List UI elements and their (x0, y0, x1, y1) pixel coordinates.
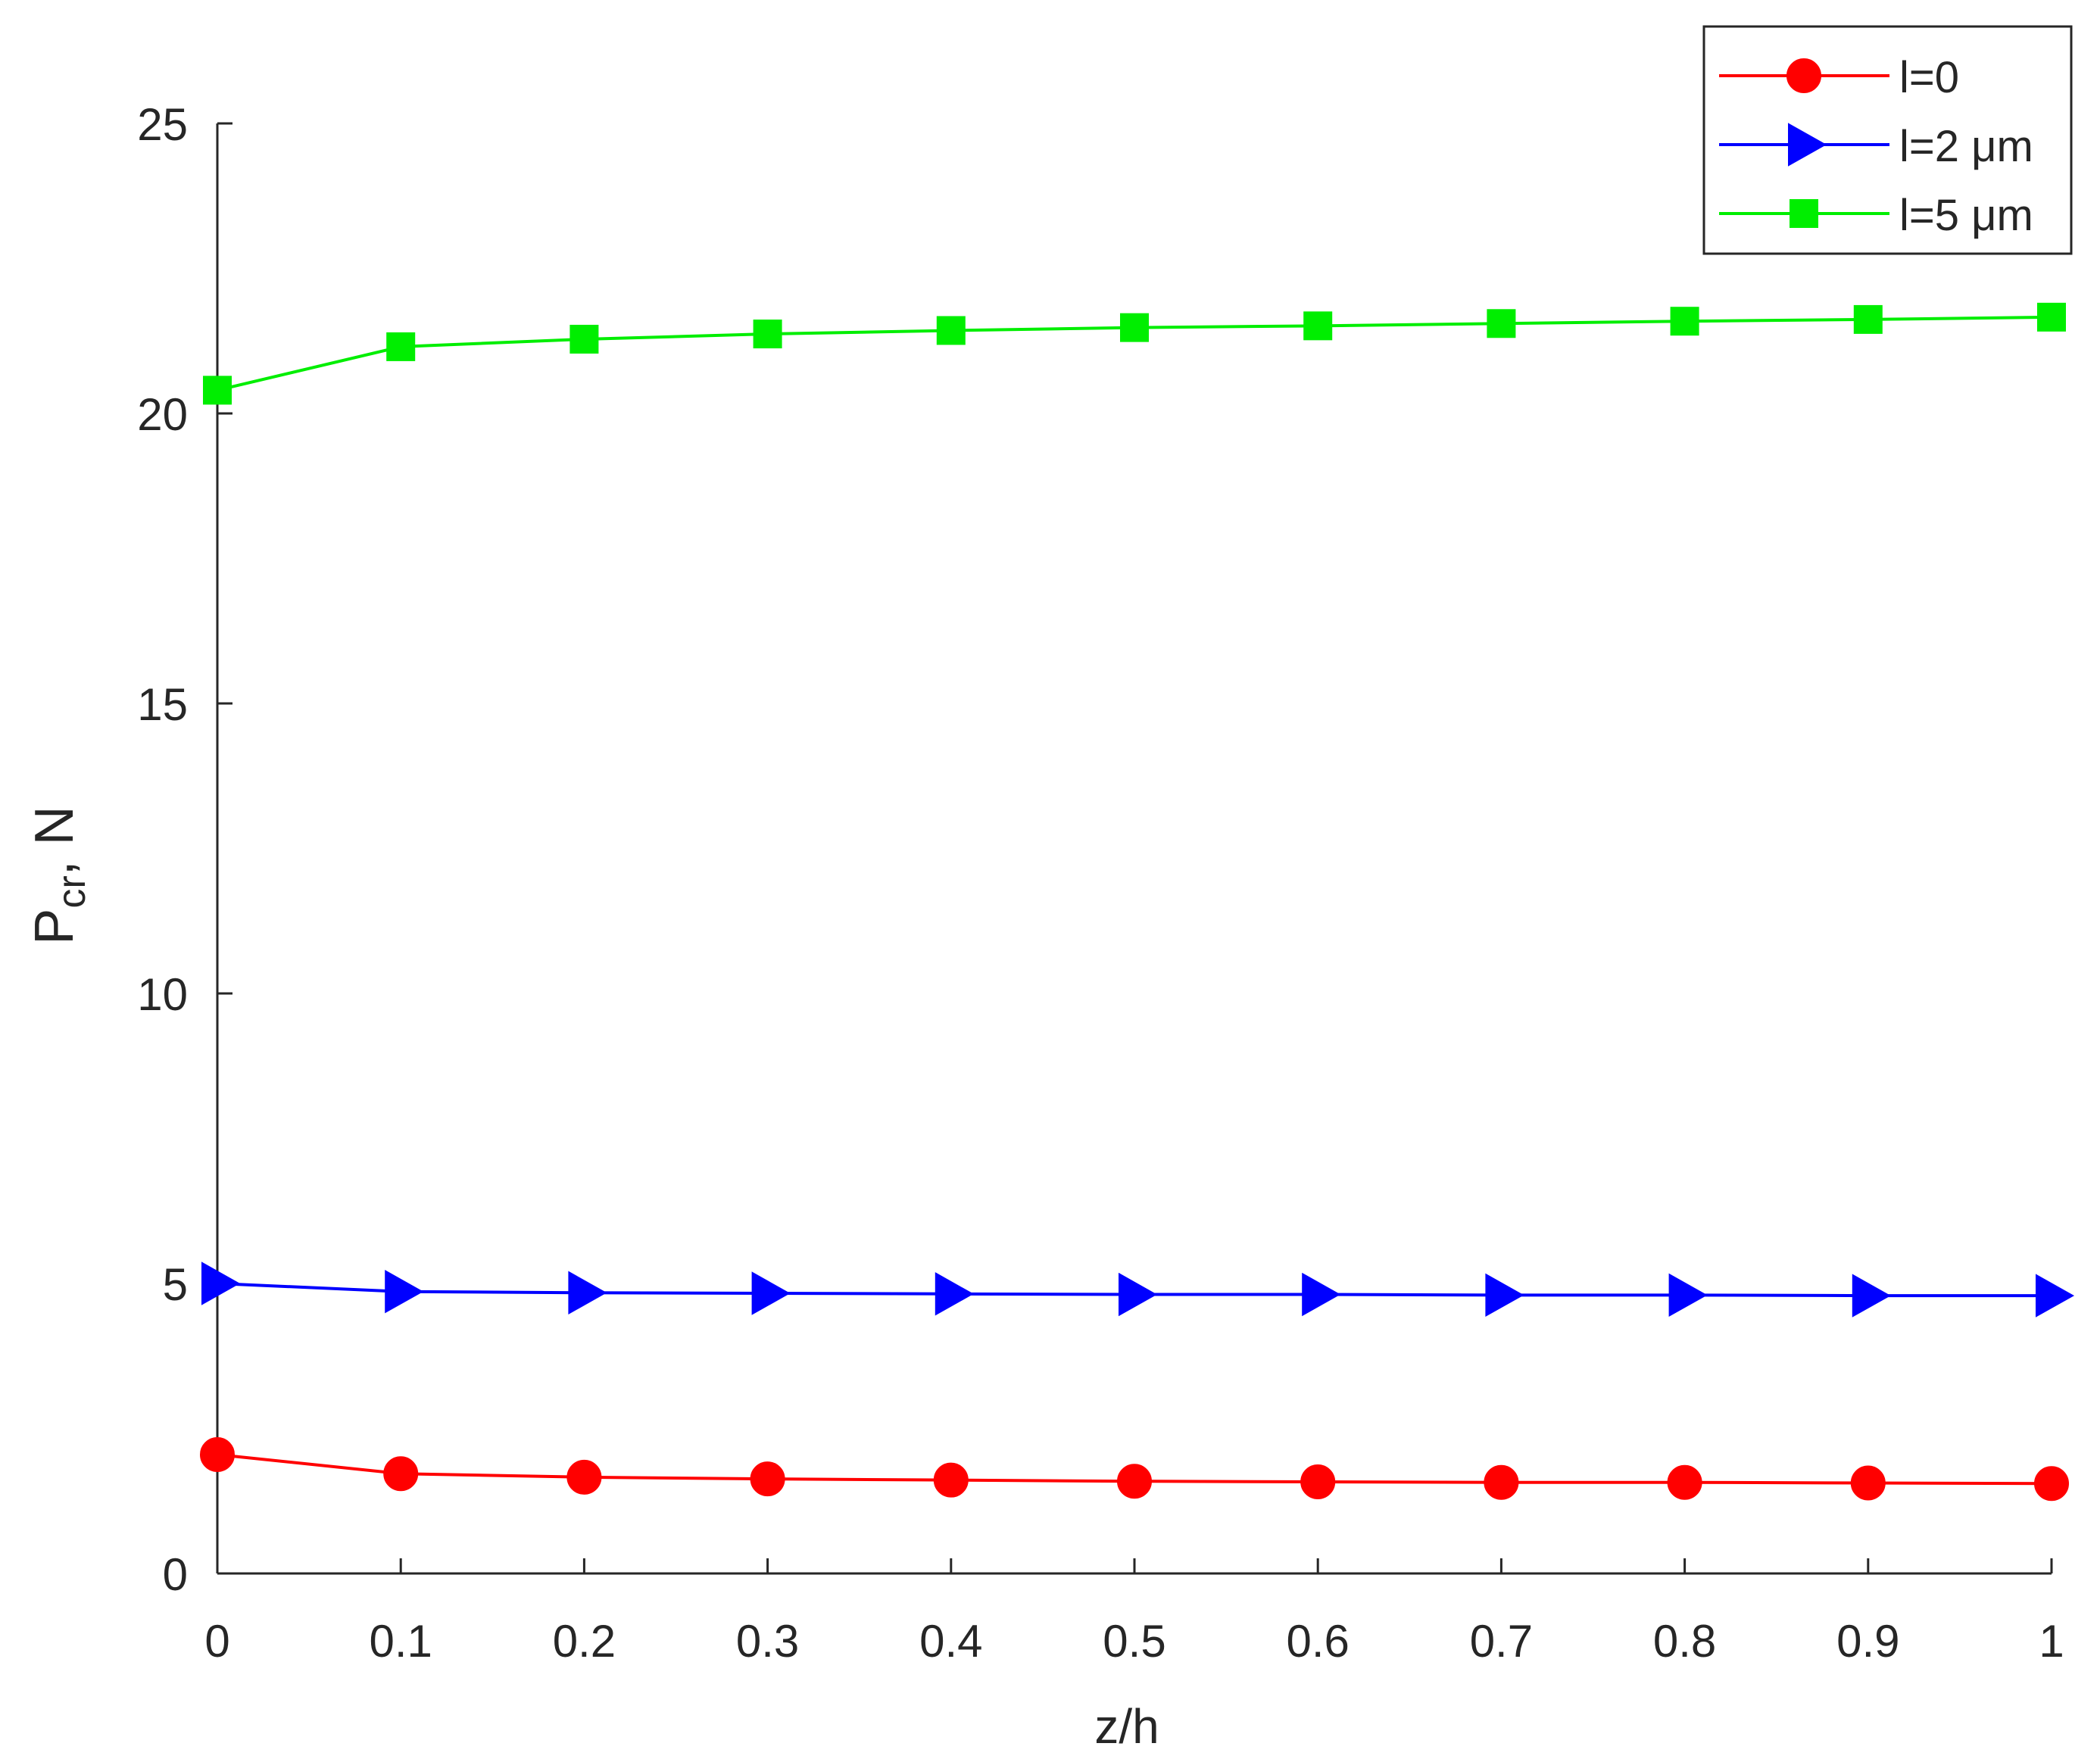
y-tick-label: 15 (137, 679, 188, 730)
legend-label: l=2 μm (1899, 122, 2033, 171)
data-point (1302, 1272, 1341, 1317)
data-point (1485, 1273, 1524, 1318)
series-0 (200, 1436, 2069, 1502)
x-tick-label: 0.8 (1653, 1616, 1716, 1667)
data-point (2034, 1466, 2069, 1502)
data-point (750, 1461, 785, 1497)
x-tick-label: 0.4 (919, 1616, 982, 1667)
data-point (385, 1270, 424, 1314)
y-tick-label: 10 (137, 969, 188, 1020)
legend-label: l=0 (1899, 53, 1959, 102)
data-point (1117, 1464, 1152, 1499)
data-point (1852, 1274, 1891, 1318)
x-tick-label: 0.7 (1470, 1616, 1533, 1667)
labels-layer: z/h Pcr, N (24, 806, 1159, 1754)
data-point (568, 1271, 607, 1314)
data-point (569, 324, 599, 354)
data-point (386, 332, 416, 361)
data-point (1853, 304, 1883, 334)
data-point (203, 376, 232, 405)
data-point (1484, 1464, 1519, 1500)
data-point (751, 1271, 791, 1315)
x-tick-label: 0.3 (736, 1616, 799, 1667)
y-axis-label: Pcr, N (24, 806, 94, 944)
data-point (1303, 311, 1333, 341)
legend: l=0 l=2 μm l=5 μm (1702, 25, 2073, 255)
legend-marker (1788, 123, 1827, 167)
legend-entry: l=0 (1719, 53, 1959, 102)
legend-entry: l=2 μm (1719, 122, 2033, 171)
data-point (1667, 1464, 1702, 1500)
y-tick-label: 0 (163, 1549, 188, 1600)
series-1 (201, 1261, 2075, 1318)
series-2 (203, 302, 2066, 405)
data-point (383, 1456, 419, 1492)
data-point (566, 1459, 602, 1495)
data-point (1670, 307, 1699, 336)
legend-entry: l=5 μm (1719, 191, 2033, 240)
legend-marker (1790, 199, 1818, 228)
x-tick-label: 0.9 (1836, 1616, 1899, 1667)
x-tick-label: 0.6 (1286, 1616, 1349, 1667)
x-axis-label: z/h (1094, 1699, 1159, 1754)
data-point (933, 1462, 969, 1498)
x-tick-label: 0 (204, 1616, 229, 1667)
data-point (1120, 313, 1149, 342)
x-tick-label: 0.1 (369, 1616, 432, 1667)
y-tick-label: 5 (163, 1259, 188, 1310)
x-tick-label: 1 (2039, 1616, 2064, 1667)
data-point (935, 1272, 974, 1316)
data-point (200, 1436, 235, 1472)
series-layer (200, 302, 2075, 1502)
legend-marker (1786, 58, 1821, 93)
data-point (2037, 302, 2066, 332)
y-tick-label: 20 (137, 389, 188, 440)
data-point (201, 1261, 241, 1305)
data-point (1300, 1464, 1336, 1499)
y-axis-label-main: P (24, 909, 85, 945)
data-point (1119, 1272, 1158, 1317)
data-point (1668, 1273, 1708, 1318)
y-tick-label: 25 (137, 99, 188, 150)
legend-box (1702, 25, 2073, 255)
data-point (1487, 309, 1516, 338)
x-tick-label: 0.2 (553, 1616, 616, 1667)
legend-label: l=5 μm (1899, 191, 2033, 240)
y-axis-label-subscript: cr (50, 875, 94, 908)
data-point (936, 316, 966, 345)
data-point (753, 320, 782, 349)
data-point (1850, 1465, 1886, 1501)
y-axis-label-suffix: , N (24, 806, 85, 875)
x-tick-label: 0.5 (1103, 1616, 1165, 1667)
data-point (2036, 1274, 2075, 1318)
